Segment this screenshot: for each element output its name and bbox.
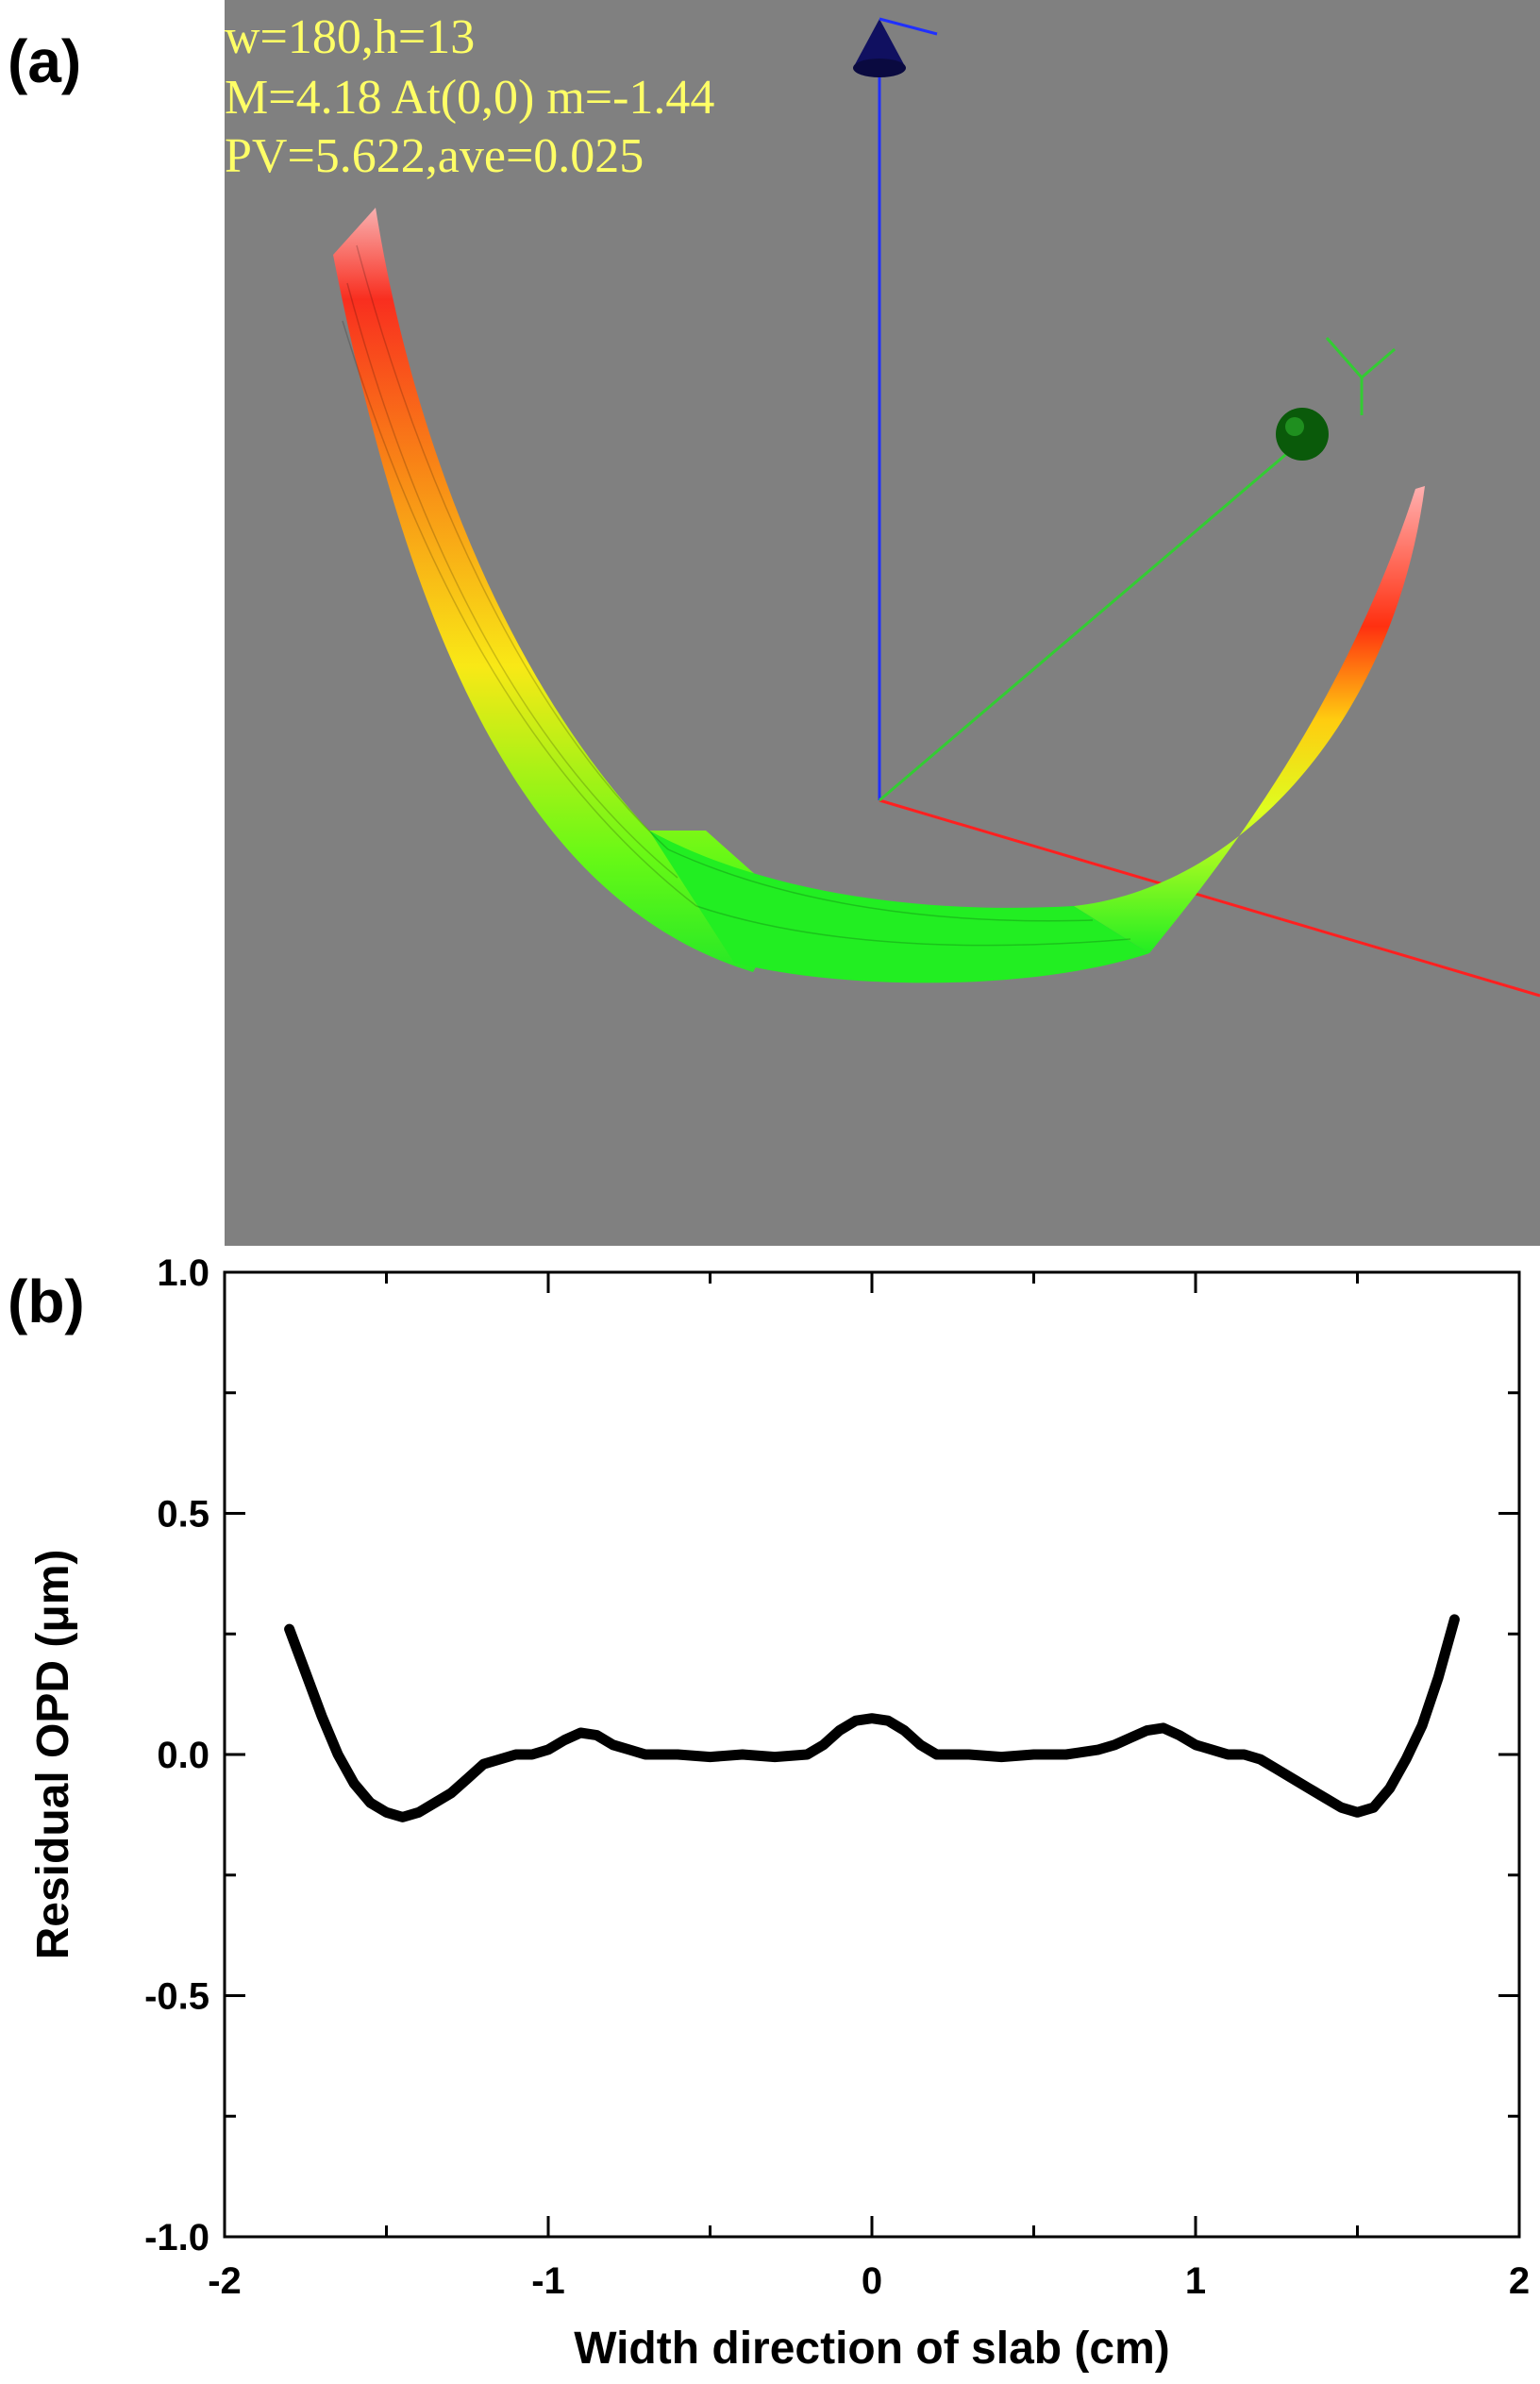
surface-3d-render [333,17,1540,998]
surface-bottom [649,831,1149,983]
surface-right-arm [1074,486,1425,953]
residual-opd-chart: -2 -1 0 1 2 1.0 0.5 0.0 -0.5 -1.0 Width directio… [28,1252,1530,2374]
x-tick-labels: -2 -1 0 1 2 [208,2260,1530,2302]
y-axis-line [879,432,1311,802]
x-tick-label: -1 [531,2260,565,2302]
plot-frame [223,1270,1521,2239]
y-axis-title: Residual OPD (μm) [28,1550,78,1960]
y-tick-labels: 1.0 0.5 0.0 -0.5 -1.0 [144,1252,209,2258]
z-axis-cone-icon [853,19,906,77]
y-tick-label: -0.5 [144,1976,209,2018]
x-axis-title: Width direction of slab (cm) [574,2324,1170,2374]
z-axis-tick [879,17,938,36]
x-tick-label: 0 [862,2260,882,2302]
y-tick-label: 0.0 [157,1735,209,1776]
x-tick-label: 1 [1185,2260,1206,2302]
surface-mesh [342,244,1131,947]
y-tick-label: 0.5 [157,1494,209,1536]
surface-3d-viewport[interactable]: w=180,h=13 M=4.18 At(0,0) m=-1.44 PV=5.6… [225,0,1540,1246]
overlay-line-size: w=180,h=13 [225,10,476,64]
y-axis-letter-icon [1325,337,1396,415]
series-line-residual-opd [284,1614,1460,1822]
panel-b-label: (b) [8,1268,85,1335]
y-tick-label: 1.0 [157,1252,209,1294]
x-tick-label: -2 [208,2260,242,2302]
surface-left-arm [333,208,791,972]
overlay-line-max-min: M=4.18 At(0,0) m=-1.44 [225,71,715,125]
axis-ticks [223,1270,1521,2239]
x-tick-label: 2 [1509,2260,1530,2302]
panel-a-label: (a) [8,27,82,95]
overlay-line-pv-ave: PV=5.622,ave=0.025 [225,129,644,183]
y-tick-label: -1.0 [144,2217,209,2258]
x-axis-line [879,798,1540,998]
y-axis-sphere-icon [1276,408,1329,461]
